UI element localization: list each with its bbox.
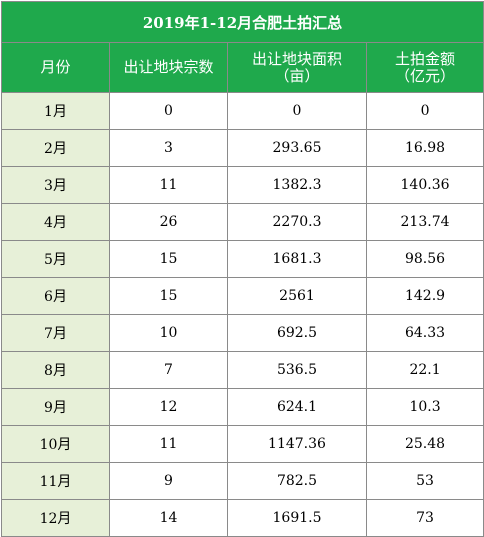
cell-parcel-area: 2270.3 (227, 203, 367, 241)
cell-auction-amount: 53 (365, 462, 484, 500)
cell-parcel-count: 9 (109, 462, 228, 500)
table-row: 6月 15 2561 142.9 (1, 277, 484, 315)
column-header-month: 月份 (1, 42, 110, 93)
cell-auction-amount: 16.98 (365, 129, 484, 167)
cell-parcel-count: 11 (109, 425, 228, 463)
column-header-row: 月份 出让地块宗数 出让地块面积 （亩） 土拍金额 （亿元） (1, 42, 484, 93)
table-row: 9月 12 624.1 10.3 (1, 388, 484, 426)
cell-parcel-area: 782.5 (227, 462, 367, 500)
column-header-auction-amount: 土拍金额 （亿元） (365, 42, 484, 93)
cell-auction-amount: 142.9 (365, 277, 484, 315)
table-row: 1月 0 0 0 (1, 92, 484, 130)
table-row: 5月 15 1681.3 98.56 (1, 240, 484, 278)
table-title-row: 2019年1-12月合肥土拍汇总 (0, 1, 484, 43)
cell-month: 8月 (1, 351, 110, 389)
cell-parcel-area: 1147.36 (227, 425, 367, 463)
cell-parcel-count: 26 (109, 203, 228, 241)
cell-parcel-count: 11 (109, 166, 228, 204)
cell-auction-amount: 64.33 (365, 314, 484, 352)
cell-month: 6月 (1, 277, 110, 315)
cell-month: 12月 (1, 499, 110, 537)
cell-parcel-area: 1681.3 (227, 240, 367, 278)
cell-parcel-count: 15 (109, 240, 228, 278)
cell-parcel-count: 0 (109, 92, 228, 130)
table-body: 1月 0 0 0 2月 3 293.65 16.98 3月 11 1382.3 140.36 4月 26 2… (1, 92, 484, 537)
cell-month: 4月 (1, 203, 110, 241)
column-header-parcel-area-label: 出让地块面积 (251, 49, 342, 68)
table-title: 2019年1-12月合肥土拍汇总 (0, 1, 484, 43)
cell-parcel-count: 15 (109, 277, 228, 315)
column-header-auction-amount-unit: （亿元） (395, 66, 456, 85)
column-header-parcel-count: 出让地块宗数 (109, 42, 228, 93)
column-header-auction-amount-label: 土拍金额 (395, 49, 456, 68)
cell-parcel-count: 12 (109, 388, 228, 426)
cell-parcel-area: 692.5 (227, 314, 367, 352)
cell-auction-amount: 22.1 (365, 351, 484, 389)
cell-month: 3月 (1, 166, 110, 204)
cell-parcel-area: 624.1 (227, 388, 367, 426)
column-header-month-label: 月份 (40, 58, 71, 76)
table-row: 2月 3 293.65 16.98 (1, 129, 484, 167)
cell-parcel-area: 1382.3 (227, 166, 367, 204)
table-row: 12月 14 1691.5 73 (1, 499, 484, 537)
cell-parcel-area: 293.65 (227, 129, 367, 167)
cell-month: 10月 (1, 425, 110, 463)
cell-month: 7月 (1, 314, 110, 352)
cell-parcel-count: 14 (109, 499, 228, 537)
cell-auction-amount: 213.74 (365, 203, 484, 241)
table-row: 4月 26 2270.3 213.74 (1, 203, 484, 241)
cell-auction-amount: 140.36 (365, 166, 484, 204)
cell-parcel-area: 536.5 (227, 351, 367, 389)
cell-auction-amount: 73 (365, 499, 484, 537)
cell-month: 11月 (1, 462, 110, 500)
cell-parcel-area: 2561 (227, 277, 367, 315)
cell-month: 9月 (1, 388, 110, 426)
table-row: 7月 10 692.5 64.33 (1, 314, 484, 352)
column-header-parcel-area: 出让地块面积 （亩） (227, 42, 367, 93)
cell-month: 5月 (1, 240, 110, 278)
cell-auction-amount: 0 (365, 92, 484, 130)
cell-parcel-count: 3 (109, 129, 228, 167)
table-row: 3月 11 1382.3 140.36 (1, 166, 484, 204)
cell-auction-amount: 25.48 (365, 425, 484, 463)
cell-parcel-count: 7 (109, 351, 228, 389)
cell-parcel-count: 10 (109, 314, 228, 352)
cell-auction-amount: 98.56 (365, 240, 484, 278)
cell-parcel-area: 1691.5 (227, 499, 367, 537)
column-header-parcel-count-label: 出让地块宗数 (123, 58, 214, 76)
cell-month: 2月 (1, 129, 110, 167)
table-row: 10月 11 1147.36 25.48 (1, 425, 484, 463)
cell-month: 1月 (1, 92, 110, 130)
table-row: 8月 7 536.5 22.1 (1, 351, 484, 389)
cell-auction-amount: 10.3 (365, 388, 484, 426)
table-row: 11月 9 782.5 53 (1, 462, 484, 500)
column-header-parcel-area-unit: （亩） (274, 66, 320, 85)
cell-parcel-area: 0 (227, 92, 367, 130)
